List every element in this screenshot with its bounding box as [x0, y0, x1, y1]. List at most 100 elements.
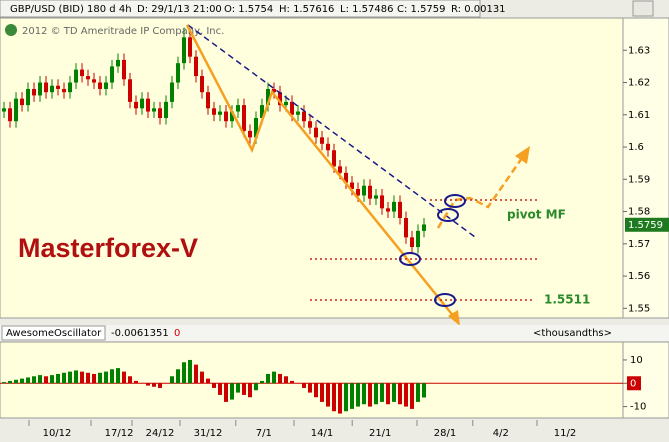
y-tick-label: 1.56 [628, 271, 650, 282]
candle-body [236, 105, 241, 112]
candle-body [254, 118, 259, 138]
zigzag [185, 24, 456, 319]
candle-body [242, 105, 247, 131]
header-range: R: 0.00131 [451, 4, 506, 15]
osc-bar [170, 376, 175, 384]
candle-body [421, 224, 426, 231]
osc-axis [622, 341, 669, 419]
y-tick-label: 10 [630, 355, 643, 366]
osc-bar [403, 383, 408, 407]
candle-body [296, 111, 301, 115]
y-tick-label: 1.63 [628, 45, 650, 56]
osc-bar [56, 373, 61, 384]
osc-bar [92, 373, 97, 384]
candle-body [319, 137, 324, 144]
osc-name-box [1, 325, 106, 341]
x-tick-label: 7/1 [256, 428, 272, 439]
price-label-box [625, 217, 669, 232]
symbol: GBP/USD (BID) 180 d 4h [10, 4, 132, 15]
arrow-head [515, 146, 530, 164]
candle-body [128, 79, 133, 102]
osc-bar [415, 383, 420, 402]
x-tick-label: 28/1 [434, 428, 456, 439]
candle-body [80, 69, 85, 77]
osc-bar [200, 371, 205, 384]
osc-bar [355, 383, 360, 407]
y-tick-label: 1.57 [628, 239, 650, 250]
osc-bar [337, 383, 342, 414]
candle-body [146, 98, 151, 112]
candle-body [122, 59, 127, 80]
settings-button[interactable] [632, 0, 654, 17]
candle-body [313, 127, 318, 138]
ellipse [399, 252, 421, 266]
candle-body [278, 92, 283, 106]
candle-body [302, 111, 307, 122]
y-tick-label: 1.58 [628, 207, 650, 218]
candle-body [50, 85, 55, 93]
x-tick-label: 17/12 [105, 428, 134, 439]
osc-bar [236, 383, 241, 393]
osc-bar [110, 369, 115, 384]
header-date: D: 29/1/13 21:00 [137, 4, 222, 15]
osc-bar [242, 383, 247, 395]
osc-bar [272, 371, 277, 384]
header-bar [0, 0, 481, 18]
candle-body [212, 108, 217, 115]
osc-parameter: 0 [174, 328, 180, 339]
osc-bar [26, 377, 31, 384]
info-icon[interactable] [5, 24, 17, 36]
osc-bar [122, 371, 127, 384]
candle-body [92, 79, 97, 83]
candle-body [349, 182, 354, 189]
candle-body [32, 88, 37, 96]
x-tick-label: 21/1 [369, 428, 391, 439]
osc-bar [397, 383, 402, 405]
candle-body [158, 108, 163, 118]
header-low: L: 1.57486 [340, 4, 393, 15]
osc-bar [367, 383, 372, 407]
candle-body [140, 98, 145, 109]
candle-body [260, 105, 265, 118]
candle-body [284, 101, 289, 106]
osc-bar [86, 372, 91, 384]
osc-bar [218, 383, 223, 395]
candle-body [110, 66, 115, 83]
osc-bar [379, 383, 384, 402]
osc-bar [343, 383, 348, 412]
candle-body [230, 111, 235, 122]
osc-bar [248, 383, 253, 398]
osc-bar [254, 383, 259, 391]
osc-bar [325, 383, 330, 407]
osc-bar [260, 380, 265, 384]
osc-bar [74, 370, 79, 384]
osc-bar [385, 383, 390, 405]
osc-bar [278, 373, 283, 384]
osc-bar [266, 373, 271, 384]
candle-body [397, 201, 402, 218]
price-label: 1.5759 [628, 220, 663, 231]
candle-body [44, 82, 49, 93]
candle-body [152, 108, 157, 112]
osc-bar [331, 383, 336, 412]
osc-bar [391, 383, 396, 402]
candle-body [68, 82, 73, 93]
osc-bar [308, 383, 313, 393]
osc-bar [409, 383, 414, 409]
candle-body [74, 69, 79, 83]
y-tick-label: 1.55 [628, 303, 650, 314]
osc-bar [182, 362, 187, 384]
candle-body [337, 166, 342, 173]
osc-bar [194, 364, 199, 384]
x-tick-label: 24/12 [146, 428, 175, 439]
candle-body [391, 201, 396, 212]
candle-body [331, 150, 336, 167]
candle-body [26, 88, 31, 106]
osc-bar [158, 383, 163, 388]
candle-body [2, 108, 7, 112]
osc-bar [361, 383, 366, 405]
osc-bar [188, 359, 193, 384]
osc-bar [421, 383, 426, 398]
osc-bar [68, 371, 73, 384]
osc-bar [134, 380, 139, 384]
